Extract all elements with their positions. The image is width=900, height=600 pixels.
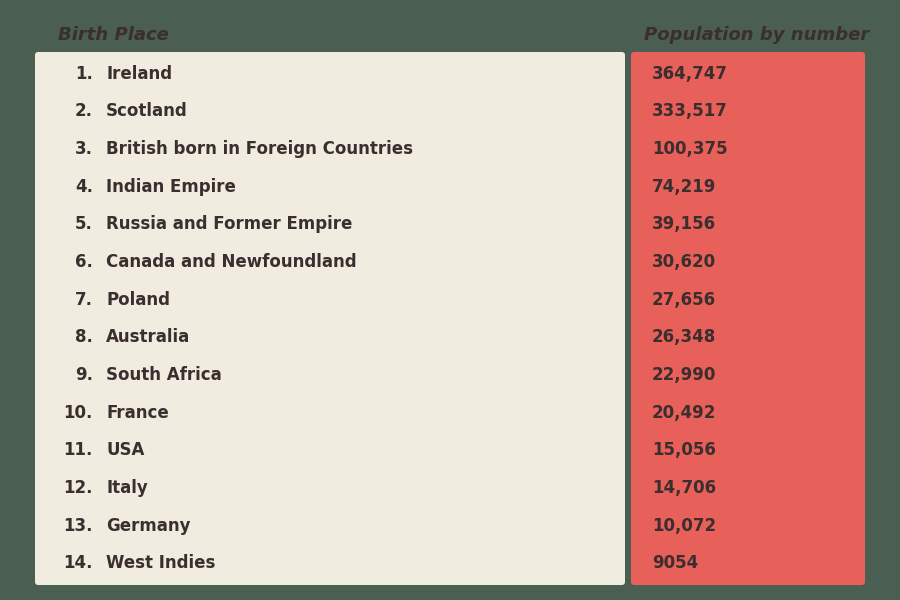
Text: USA: USA (106, 441, 144, 459)
Text: 22,990: 22,990 (652, 366, 716, 384)
Text: Population by number: Population by number (644, 26, 869, 44)
Text: 7.: 7. (75, 290, 93, 308)
Text: 8.: 8. (75, 328, 93, 346)
FancyBboxPatch shape (631, 52, 865, 585)
Text: 39,156: 39,156 (652, 215, 716, 233)
Text: 9.: 9. (75, 366, 93, 384)
Text: Poland: Poland (106, 290, 170, 308)
Text: 1.: 1. (75, 65, 93, 83)
Text: West Indies: West Indies (106, 554, 215, 572)
Text: Germany: Germany (106, 517, 191, 535)
Text: 15,056: 15,056 (652, 441, 716, 459)
Text: 27,656: 27,656 (652, 290, 716, 308)
Text: Italy: Italy (106, 479, 148, 497)
Text: 74,219: 74,219 (652, 178, 716, 196)
Text: 4.: 4. (75, 178, 93, 196)
Text: 11.: 11. (64, 441, 93, 459)
Text: Birth Place: Birth Place (58, 26, 169, 44)
Text: 10,072: 10,072 (652, 517, 716, 535)
Text: 10.: 10. (64, 404, 93, 422)
Text: 14,706: 14,706 (652, 479, 716, 497)
Text: Scotland: Scotland (106, 103, 188, 121)
Text: 14.: 14. (64, 554, 93, 572)
Text: 9054: 9054 (652, 554, 698, 572)
Text: 5.: 5. (75, 215, 93, 233)
Text: 6.: 6. (75, 253, 93, 271)
Text: 2.: 2. (75, 103, 93, 121)
Text: 30,620: 30,620 (652, 253, 716, 271)
Text: France: France (106, 404, 169, 422)
Text: British born in Foreign Countries: British born in Foreign Countries (106, 140, 413, 158)
Text: 13.: 13. (64, 517, 93, 535)
Text: 364,747: 364,747 (652, 65, 728, 83)
Text: 20,492: 20,492 (652, 404, 716, 422)
Text: Russia and Former Empire: Russia and Former Empire (106, 215, 353, 233)
Text: 100,375: 100,375 (652, 140, 727, 158)
Text: Ireland: Ireland (106, 65, 172, 83)
Text: 3.: 3. (75, 140, 93, 158)
Text: Australia: Australia (106, 328, 190, 346)
Text: 333,517: 333,517 (652, 103, 728, 121)
FancyBboxPatch shape (35, 52, 625, 585)
Text: 12.: 12. (64, 479, 93, 497)
Text: Indian Empire: Indian Empire (106, 178, 236, 196)
Text: 26,348: 26,348 (652, 328, 716, 346)
Text: Canada and Newfoundland: Canada and Newfoundland (106, 253, 356, 271)
Text: South Africa: South Africa (106, 366, 221, 384)
